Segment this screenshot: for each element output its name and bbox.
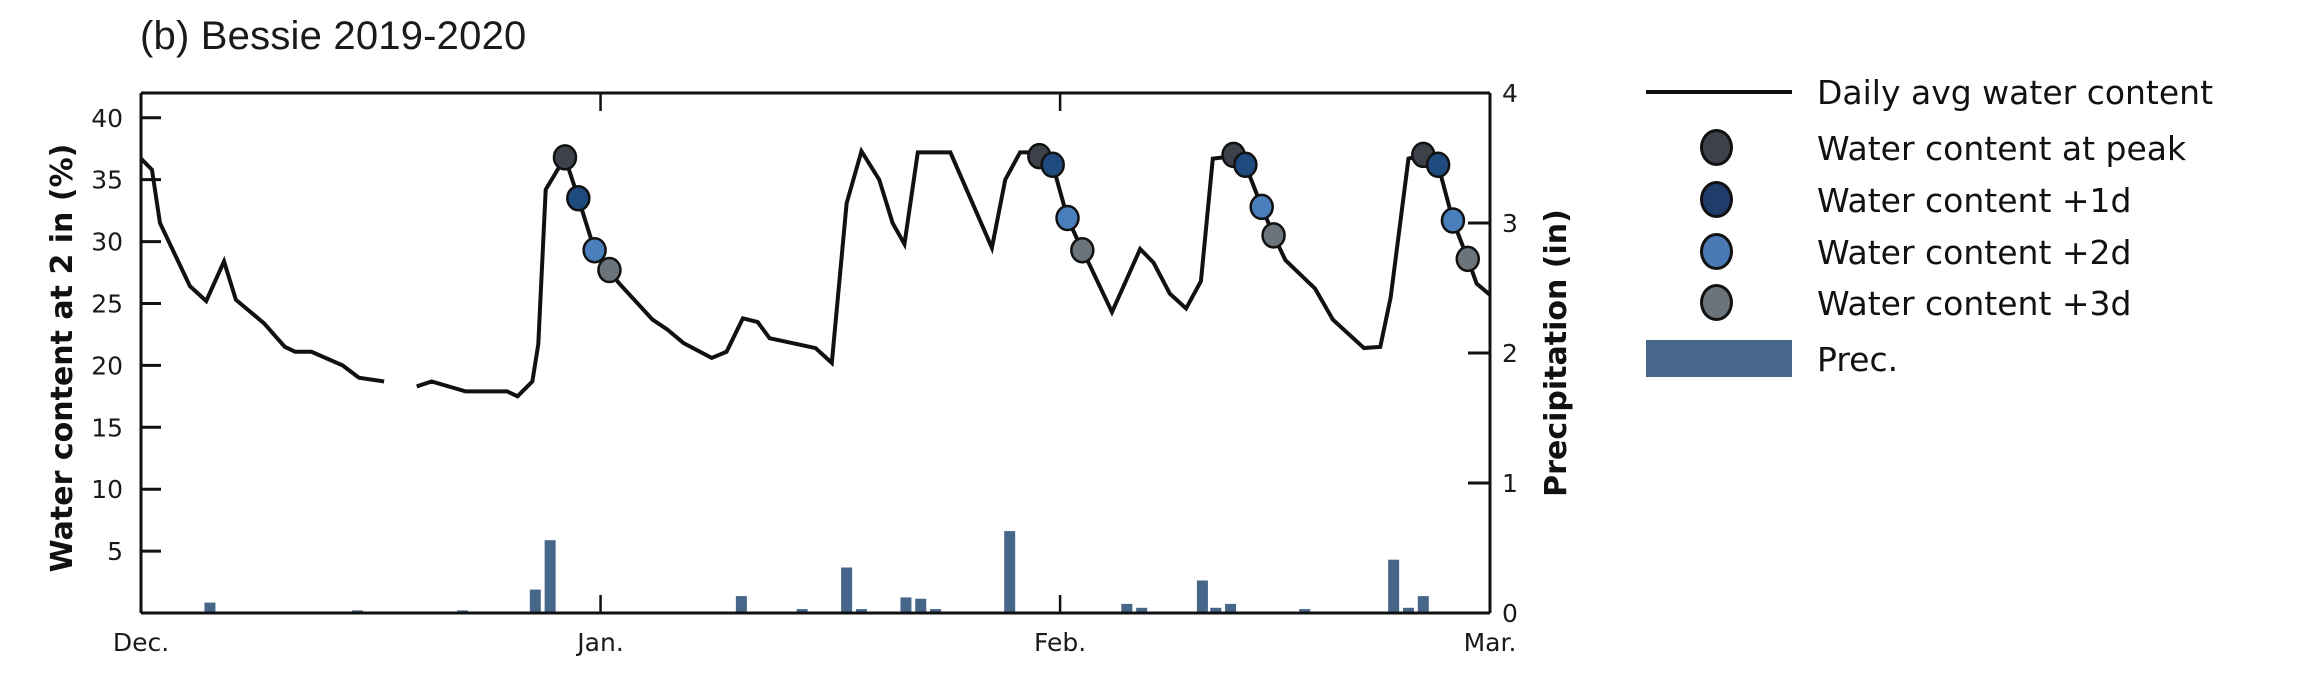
legend-label: Water content +3d: [1817, 283, 2132, 323]
right-tick-label: 1: [1502, 469, 1518, 498]
water-content-marker: [1455, 245, 1481, 273]
water-content-line-segment: [139, 157, 385, 384]
x-tick-label: Feb.: [1034, 628, 1086, 657]
water-content-marker: [1055, 204, 1080, 232]
x-tick-label: Dec.: [113, 628, 169, 657]
x-tick-label: Mar.: [1464, 628, 1517, 657]
axis-labels: 5 10 15 20 25 30 35 40 0 1 2 3 4 Dec. Jan. Feb. Mar. Wate…: [45, 79, 1574, 657]
precip-bar: [1196, 580, 1208, 613]
right-tick-label: 4: [1502, 79, 1518, 108]
precipitation-bars: [204, 531, 1429, 613]
water-content-marker: [1261, 222, 1286, 249]
precip-bar: [1210, 607, 1222, 613]
water-content-marker: [582, 236, 607, 264]
precip-bar: [1299, 609, 1311, 613]
legend-label: Daily avg water content: [1817, 72, 2214, 112]
legend-item-peak: Water content at peak: [1640, 126, 2186, 170]
water-content-marker: [1249, 193, 1274, 221]
legend-item-precip: Prec.: [1640, 337, 1898, 381]
legend-item-plus2d: Water content +2d: [1640, 230, 2131, 274]
precip-bar: [1417, 596, 1429, 613]
legend-label: Prec.: [1817, 339, 1899, 379]
water-content-line: [139, 146, 1492, 399]
water-content-marker: [1425, 151, 1451, 179]
water-content-marker: [1070, 236, 1095, 264]
right-tick-label: 0: [1502, 599, 1518, 628]
legend-item-daily-avg: Daily avg water content: [1640, 70, 2213, 114]
left-tick-label: 5: [107, 537, 123, 566]
left-tick-label: 40: [91, 104, 123, 133]
precip-bar: [204, 602, 216, 613]
left-tick-label: 20: [91, 351, 123, 380]
legend-dot-swatch: [1700, 181, 1733, 218]
water-content-marker: [552, 144, 578, 171]
precip-bar: [1388, 559, 1400, 613]
water-content-marker: [1440, 207, 1466, 234]
legend-dot-swatch: [1700, 233, 1733, 270]
left-tick-label: 35: [91, 166, 123, 195]
y2-axis-title: Precipitation (in): [1539, 209, 1574, 497]
right-tick-label: 2: [1502, 339, 1518, 368]
legend-label: Water content +2d: [1817, 232, 2132, 272]
precip-bar: [1004, 531, 1016, 613]
plot-axes: [139, 91, 1492, 615]
x-tick-label: Jan.: [575, 628, 623, 657]
left-tick-label: 15: [91, 413, 123, 442]
precip-bar: [529, 589, 541, 613]
water-content-marker: [1040, 151, 1065, 179]
left-tick-label: 10: [91, 475, 123, 504]
precip-bar: [930, 609, 942, 613]
legend-item-plus3d: Water content +3d: [1640, 281, 2131, 325]
water-content-markers: [552, 141, 1481, 284]
precip-bar: [735, 596, 747, 613]
legend-label: Water content +1d: [1817, 180, 2132, 220]
chart-title: (b) Bessie 2019-2020: [140, 14, 527, 58]
precip-bar: [796, 609, 808, 613]
precip-bar: [900, 597, 912, 613]
legend-line-swatch: [1646, 90, 1792, 94]
precip-bar: [1121, 603, 1133, 613]
y-axis-title: Water content at 2 in (%): [45, 144, 80, 573]
left-tick-label: 30: [91, 228, 123, 257]
right-tick-label: 3: [1502, 209, 1518, 238]
legend-dot-swatch: [1700, 129, 1733, 166]
precip-bar: [915, 598, 927, 613]
left-tick-label: 25: [91, 289, 123, 318]
precip-bar: [1225, 603, 1237, 613]
water-content-marker: [566, 184, 591, 212]
legend-dot-swatch: [1700, 284, 1733, 321]
precip-bar: [1402, 607, 1414, 613]
precip-bar: [841, 567, 853, 613]
legend-label: Water content at peak: [1817, 128, 2187, 168]
precip-bar: [544, 540, 556, 613]
legend-item-plus1d: Water content +1d: [1640, 178, 2131, 222]
precip-bar: [855, 609, 867, 613]
legend-rect-swatch: [1646, 340, 1792, 377]
water-content-marker: [1233, 151, 1258, 179]
precip-bar: [1136, 607, 1148, 613]
water-content-marker: [597, 256, 622, 284]
